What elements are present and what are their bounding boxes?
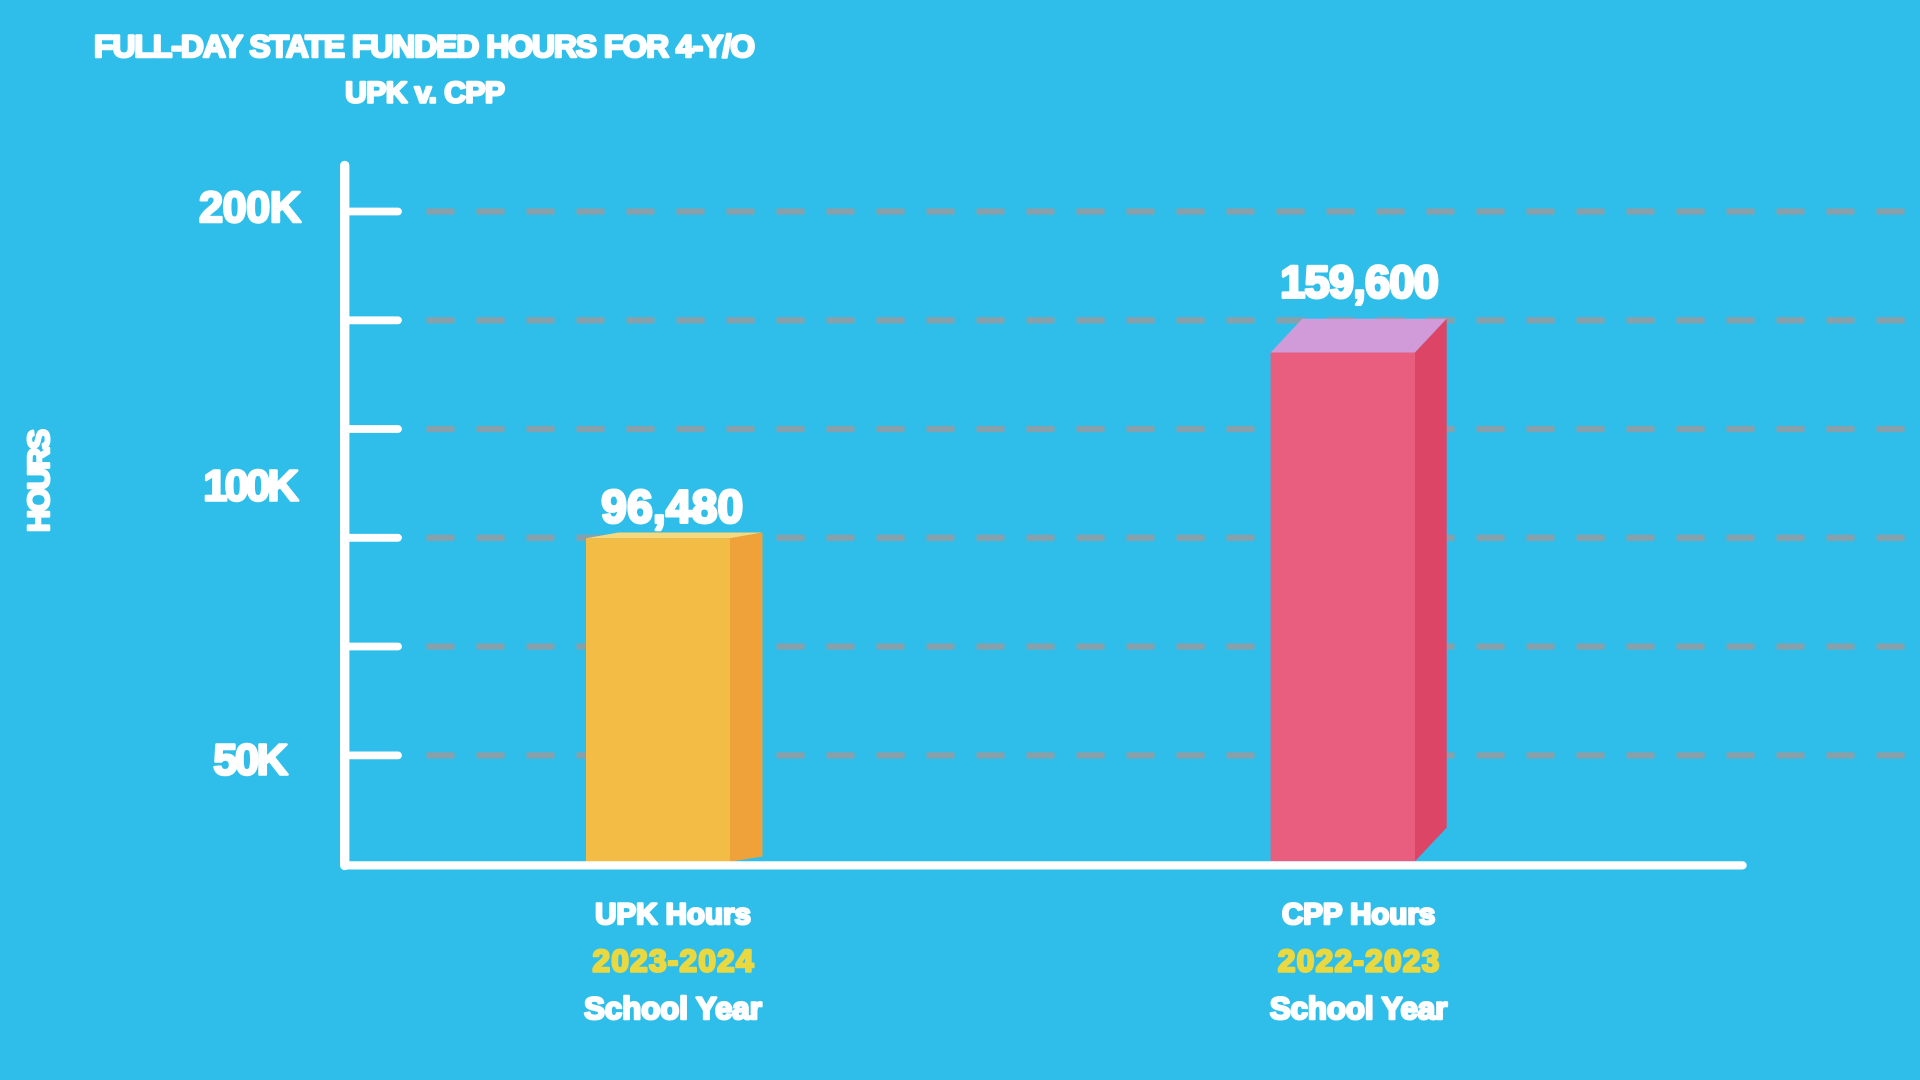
svg-text:50K: 50K — [213, 737, 288, 785]
svg-text:School Year: School Year — [584, 991, 762, 1026]
svg-text:FULL-DAY STATE FUNDED HOURS FO: FULL-DAY STATE FUNDED HOURS FOR 4-Y/O — [94, 28, 755, 64]
svg-text:HOURS: HOURS — [22, 429, 56, 532]
svg-text:100K: 100K — [203, 463, 299, 511]
svg-text:2022-2023: 2022-2023 — [1278, 942, 1439, 978]
svg-text:UPK Hours: UPK Hours — [595, 898, 751, 931]
svg-text:School Year: School Year — [1270, 991, 1447, 1026]
svg-text:UPK v. CPP: UPK v. CPP — [345, 77, 505, 110]
svg-text:96,480: 96,480 — [601, 481, 743, 533]
svg-text:200K: 200K — [199, 184, 301, 232]
svg-text:CPP Hours: CPP Hours — [1282, 898, 1435, 931]
svg-text:2023-2024: 2023-2024 — [593, 942, 754, 978]
svg-text:159,600: 159,600 — [1280, 257, 1439, 308]
